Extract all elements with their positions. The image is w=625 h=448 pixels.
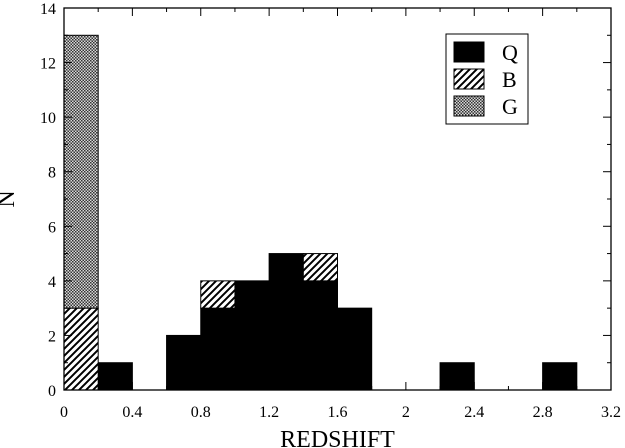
bar-q — [97, 362, 133, 391]
y-tick-label: 8 — [48, 165, 56, 182]
x-axis-title: REDSHIFT — [280, 427, 395, 448]
bar-q — [200, 307, 236, 391]
x-tick-label: 0.8 — [191, 404, 211, 421]
bar-q — [302, 280, 338, 391]
y-axis-title: N — [0, 190, 20, 207]
x-tick-label: 1.2 — [259, 404, 279, 421]
bar-q — [268, 253, 304, 391]
y-tick-label: 12 — [40, 56, 56, 73]
bar-b — [63, 307, 99, 391]
y-tick-label: 2 — [48, 328, 56, 345]
bar-q — [337, 307, 373, 391]
legend-label-g: G — [502, 94, 518, 119]
y-tick-label: 14 — [40, 1, 56, 18]
x-tick-label: 0 — [60, 404, 68, 421]
x-tick-label: 2 — [402, 404, 410, 421]
y-tick-label: 6 — [48, 219, 56, 236]
x-tick-label: 0.4 — [122, 404, 142, 421]
x-tick-label: 3.2 — [601, 404, 621, 421]
bar-q — [439, 362, 475, 391]
bar-q — [542, 362, 578, 391]
legend-label-b: B — [502, 67, 517, 92]
x-tick-label: 2.4 — [464, 404, 484, 421]
bars-layer — [63, 34, 578, 391]
legend-swatch-g — [453, 95, 485, 117]
bar-q — [166, 334, 202, 391]
x-tick-label: 1.6 — [328, 404, 348, 421]
legend: QBG — [445, 33, 529, 125]
axes-layer: 0 0.4 0.8 1.2 1.6 2 2.4 2.8 3.2 0 2 4 6 8 10 12 14 — [40, 1, 621, 421]
bar-q — [234, 280, 270, 391]
legend-swatch-q — [453, 41, 485, 63]
x-tick-label: 2.8 — [533, 404, 553, 421]
bar-b — [200, 280, 236, 309]
y-tick-label: 4 — [48, 274, 56, 291]
legend-label-q: Q — [502, 40, 518, 65]
y-tick-label: 0 — [48, 383, 56, 400]
bar-b — [302, 253, 338, 282]
y-tick-label: 10 — [40, 110, 56, 127]
legend-swatch-b — [453, 68, 485, 90]
